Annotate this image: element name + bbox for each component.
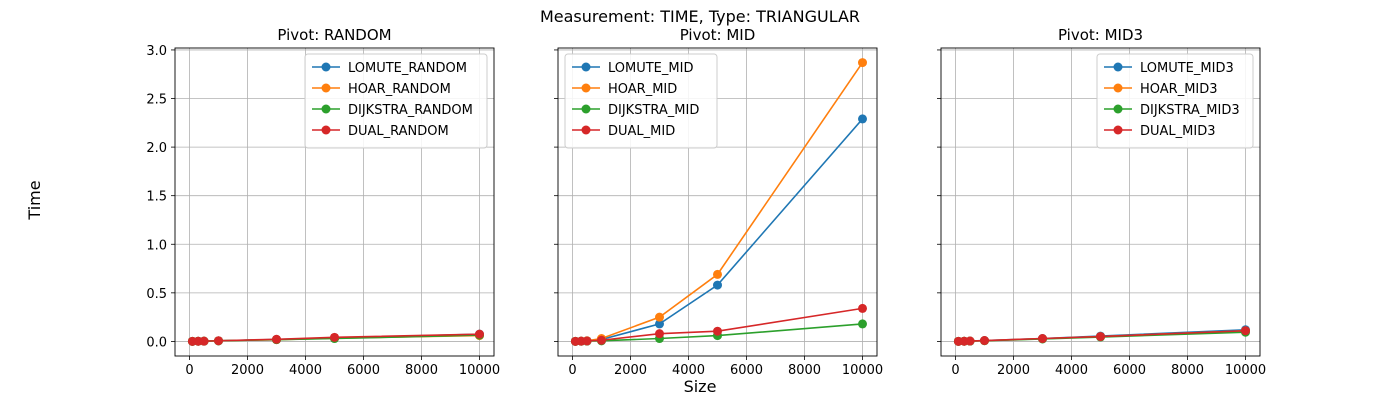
x-tick-label: 2000 (997, 363, 1030, 378)
legend-swatch-marker (581, 83, 591, 93)
subplot-2: 0 2000 4000 6000 8000 10000 Pivot: MID LOMUTE_M… (554, 26, 883, 378)
x-tick-label: 2000 (614, 363, 647, 378)
legend-entry: HOAR_MID (608, 82, 677, 97)
legend-swatch-marker (1113, 62, 1123, 72)
legend-entry: HOAR_RANDOM (348, 82, 451, 97)
legend-entry: HOAR_MID3 (1140, 82, 1218, 97)
legend-entry: LOMUTE_MID (608, 61, 693, 76)
legend-entry: DIJKSTRA_MID (608, 103, 699, 118)
data-point (980, 336, 989, 346)
x-tick-label: 6000 (1113, 363, 1146, 378)
data-point (475, 329, 484, 339)
data-point (1038, 334, 1047, 344)
axes-frame (940, 47, 1261, 357)
legend-box (304, 53, 488, 149)
legend-swatch-marker (1113, 83, 1123, 93)
subplot-panels: 0 2000 4000 6000 8000 10000 0.0 0.5 1.0 1.5 2.0 2.5… (146, 26, 1266, 378)
x-tick-label: 2000 (231, 363, 264, 378)
y-tick-label: 0.0 (146, 335, 167, 350)
data-point (713, 269, 722, 279)
data-point (272, 334, 281, 344)
y-tick-label: 1.0 (146, 238, 167, 253)
y-tick-label: 3.0 (146, 44, 167, 59)
series-line-lomute-mid (575, 118, 864, 343)
y-tick-label: 0.5 (146, 287, 167, 302)
legend: LOMUTE_MID HOAR_MID DIJKSTRA_MID DUAL_MID (564, 53, 718, 149)
legend-swatch-marker (581, 62, 591, 72)
legend-swatch-marker (321, 62, 331, 72)
axes-frame (557, 47, 878, 357)
data-point (965, 336, 975, 346)
subplot-3: 0 2000 4000 6000 8000 10000 Pivot: MID3 LOMUTE_… (937, 26, 1266, 378)
subplot-title: Pivot: MID (680, 26, 756, 44)
x-tick-label: 6000 (730, 363, 763, 378)
legend-entry: DUAL_RANDOM (348, 124, 449, 139)
x-tick-label: 0 (951, 363, 959, 378)
legend-box (564, 53, 718, 149)
legend-entry: DUAL_MID (608, 124, 675, 139)
data-point (582, 336, 592, 346)
legend-entry: DIJKSTRA_MID3 (1140, 103, 1240, 118)
legend: LOMUTE_MID3 HOAR_MID3 DIJKSTRA_MID3 DUAL_MI… (1096, 53, 1254, 149)
x-tick-label: 0 (568, 363, 576, 378)
data-point (713, 280, 722, 290)
data-point (655, 329, 664, 339)
data-point (713, 326, 722, 336)
legend-entry: DIJKSTRA_RANDOM (348, 103, 473, 118)
data-point (858, 58, 867, 68)
x-tick-label: 0 (185, 363, 193, 378)
data-point (199, 336, 209, 346)
x-tick-label: 4000 (289, 363, 322, 378)
x-tick-label: 10000 (842, 363, 883, 378)
x-tick-label: 4000 (1055, 363, 1088, 378)
legend-swatch-marker (321, 83, 331, 93)
legend-entry: LOMUTE_MID3 (1140, 61, 1234, 76)
legend: LOMUTE_RANDOM HOAR_RANDOM DIJKSTRA_RANDOM D… (304, 53, 488, 149)
x-tick-label: 4000 (672, 363, 705, 378)
x-tick-label: 8000 (405, 363, 438, 378)
y-tick-label: 2.5 (146, 93, 167, 108)
legend-swatch-marker (1113, 125, 1123, 135)
subplot-1: 0 2000 4000 6000 8000 10000 0.0 0.5 1.0 1.5 2.0 2.5… (146, 26, 500, 378)
axes-frame (174, 47, 495, 357)
y-tick-label: 1.5 (146, 190, 167, 205)
data-point (858, 319, 867, 329)
data-point (858, 114, 867, 124)
data-point (597, 335, 606, 345)
figure-suptitle: Measurement: TIME, Type: TRIANGULAR (540, 7, 860, 26)
x-tick-label: 10000 (1225, 363, 1266, 378)
data-point (1096, 332, 1105, 342)
data-point (858, 303, 867, 313)
x-tick-label: 8000 (1171, 363, 1204, 378)
legend-swatch-marker (321, 104, 331, 114)
subplot-title: Pivot: MID3 (1058, 26, 1143, 44)
x-tick-label: 6000 (347, 363, 380, 378)
legend-swatch-marker (581, 104, 591, 114)
x-tick-label: 10000 (459, 363, 500, 378)
legend-swatch-marker (1113, 104, 1123, 114)
data-point (655, 312, 664, 322)
data-point (655, 319, 664, 329)
legend-entry: DUAL_MID3 (1140, 124, 1216, 139)
figure-ylabel: Time (25, 180, 44, 220)
legend-box (1096, 53, 1254, 149)
figure-xlabel: Size (684, 377, 717, 396)
data-point (214, 336, 223, 346)
subplot-title: Pivot: RANDOM (277, 26, 391, 44)
data-point (330, 332, 339, 342)
legend-entry: LOMUTE_RANDOM (348, 61, 467, 76)
legend-swatch-marker (321, 125, 331, 135)
data-point (1241, 326, 1250, 336)
legend-swatch-marker (581, 125, 591, 135)
x-tick-label: 8000 (788, 363, 821, 378)
y-tick-label: 2.0 (146, 141, 167, 156)
